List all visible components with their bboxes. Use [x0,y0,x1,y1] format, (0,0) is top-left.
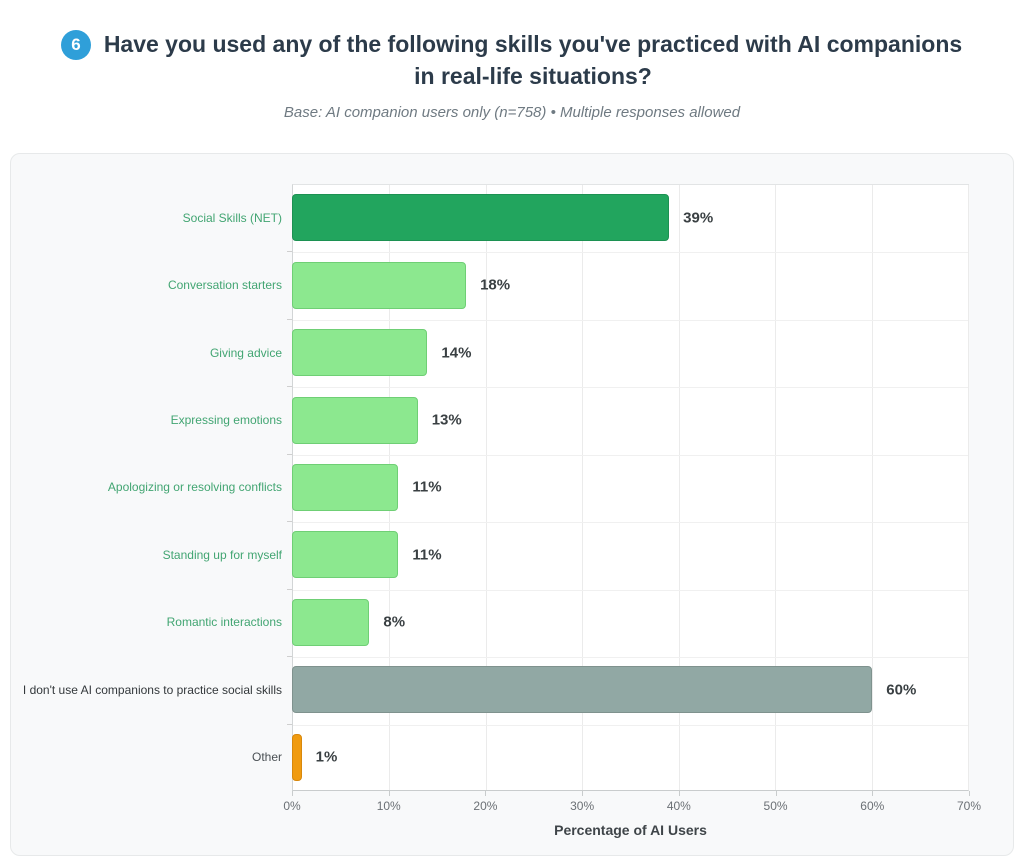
bar [292,463,399,511]
bar-track: 8% [292,589,969,656]
bar [292,598,370,646]
category-label: Apologizing or resolving conflicts [107,480,282,495]
category-label: Giving advice [209,345,282,360]
category-label: Expressing emotions [170,413,282,428]
gridline-vertical [582,185,584,790]
value-label: 18% [480,276,511,294]
x-axis-tick-label: 60% [860,799,885,813]
bar-row: Conversation starters 18% [11,251,969,318]
gridline-horizontal [293,455,968,456]
bar-track: 60% [292,656,969,723]
gridline-vertical [485,185,487,790]
x-axis-tick-label: 50% [763,799,788,813]
gridline-horizontal [293,387,968,388]
x-axis-tick-label: 20% [473,799,498,813]
category-label: Social Skills (NET) [182,210,282,225]
bar [292,194,670,242]
bar [292,261,467,309]
x-axis-tick-label: 70% [956,799,982,813]
y-axis-tick [287,453,292,455]
x-axis-title: Percentage of AI Users [554,822,707,838]
question-number-badge: 6 [61,30,91,60]
bar [292,666,873,714]
x-axis-tick [775,791,777,796]
bar [292,329,428,377]
x-axis-tick-label: 40% [666,799,691,813]
bar-track: 11% [292,454,969,521]
gridline-horizontal [293,590,968,591]
category-label: Conversation starters [167,278,282,293]
chart-card: Social Skills (NET) 39% Conversation start… [10,153,1014,856]
x-axis-tick-label: 0% [283,799,301,813]
category-label: Standing up for myself [162,547,282,562]
gridline-horizontal [293,725,968,726]
bar-row: Expressing emotions 13% [11,386,969,453]
bar [292,733,302,781]
bar-row: Other 1% [11,723,969,791]
gridline-vertical [678,185,680,790]
value-label: 1% [315,748,338,766]
x-axis-tick [872,791,874,796]
category-label: Other [251,750,282,765]
bar-row: Apologizing or resolving conflicts 11% [11,453,969,521]
value-label: 11% [412,546,442,564]
gridline-vertical [968,185,969,790]
value-label: 11% [412,478,442,496]
value-label: 39% [683,209,714,227]
chart-subtitle: Base: AI companion users only (n=758) • … [283,104,741,121]
bar-track: 11% [292,521,969,588]
x-axis-tick [292,791,293,796]
x-axis-tick [388,791,390,796]
gridline-horizontal [293,657,968,658]
title-row: 6 Have you used any of the following ski… [0,28,1024,92]
value-label: 14% [441,344,472,362]
chart-header: 6 Have you used any of the following ski… [0,0,1024,121]
y-axis-tick [287,656,292,658]
bar-row: Social Skills (NET) 39% [11,184,969,251]
bar-row: I don't use AI companions to practice so… [11,656,969,723]
x-axis-tick [485,791,487,796]
y-axis-tick [287,386,292,388]
y-axis-tick [287,251,292,253]
y-axis-tick [287,318,292,320]
gridline-horizontal [293,320,968,321]
category-label: Romantic interactions [166,615,282,630]
bar [292,531,399,579]
x-axis-tick-label: 30% [570,799,595,813]
gridline-vertical [775,185,777,790]
value-label: 8% [383,613,406,631]
gridline-horizontal [293,252,968,253]
bar-row: Standing up for myself 11% [11,521,969,588]
bar-row: Romantic interactions 8% [11,588,969,656]
y-axis-tick [287,521,292,523]
bar [292,396,418,444]
x-axis-tick [678,791,680,796]
x-axis-tick-label: 10% [376,799,401,813]
bar-track: 13% [292,386,969,453]
gridline-vertical [871,185,873,790]
x-axis-tick [969,791,970,796]
y-axis-tick [287,588,292,590]
x-axis-tick [582,791,584,796]
bar-track: 1% [292,724,969,791]
chart-title: Have you used any of the following skill… [103,31,963,89]
x-axis-ticks: 0% 10% 20% 30% 40% 50% 60% 70% [283,791,981,821]
bar-row: Giving advice 14% [11,318,969,386]
bar-track: 39% [292,184,969,251]
value-label: 13% [431,411,462,429]
category-label: I don't use AI companions to practice so… [22,682,282,697]
bar-track: 18% [292,251,969,318]
bar-track: 14% [292,319,969,386]
gridline-horizontal [293,522,968,523]
bar-rows: Social Skills (NET) 39% Conversation start… [11,184,969,791]
value-label: 60% [886,681,917,699]
y-axis-tick [287,723,292,725]
